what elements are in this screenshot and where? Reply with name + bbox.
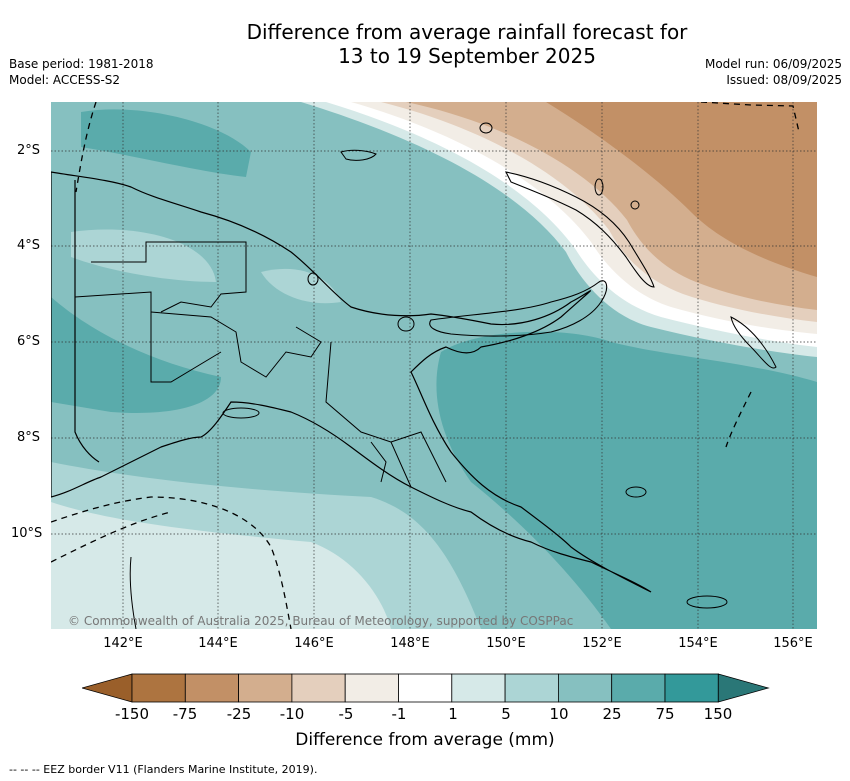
band-5-10-highlands (261, 268, 341, 304)
lon-label-144e: 144°E (198, 636, 238, 651)
colorbar-swatch (504, 673, 559, 703)
base-period: Base period: 1981-2018 (9, 57, 154, 71)
colorbar-swatch (451, 673, 506, 703)
colorbar-swatch (184, 673, 240, 703)
lon-label-146e: 146°E (294, 636, 334, 651)
colorbar-swatch (398, 673, 453, 703)
new-ireland-coastline (505, 171, 655, 288)
band-neg-25-75 (546, 102, 817, 277)
colorbar-swatch (238, 673, 293, 703)
lat-label-6s: 6°S (17, 334, 41, 349)
province-borders (74, 241, 447, 488)
lat-label-8s: 8°S (17, 430, 41, 445)
cape-york-coastline (129, 556, 137, 629)
colorbar-tick: -75 (172, 705, 198, 723)
eez-legend: -- -- -- EEZ border V11 (Flanders Marine… (9, 763, 318, 776)
lon-label-152e: 152°E (582, 636, 622, 651)
map-canvas (51, 102, 817, 629)
international-border (74, 180, 100, 463)
band-25-75-north (81, 109, 251, 177)
small-islands (222, 122, 728, 609)
colorbar-tick: -5 (338, 705, 354, 723)
rainfall-map (51, 102, 817, 629)
colorbar-tick: -25 (226, 705, 252, 723)
new-britain-coastline (429, 280, 608, 337)
manus-coastline (340, 149, 377, 161)
issued-date: Issued: 08/09/2025 (726, 73, 842, 87)
colorbar-swatch (664, 673, 719, 703)
colorbar-swatch (344, 673, 399, 703)
lat-label-10s: 10°S (11, 526, 43, 541)
colorbar-arrow-low (82, 673, 133, 703)
colorbar-tick: -10 (279, 705, 305, 723)
band-25-75-east (436, 331, 817, 629)
colorbar-arrow-high (717, 673, 770, 703)
colorbar-tick: 75 (655, 705, 675, 723)
colorbar-label: Difference from average (mm) (295, 730, 555, 750)
colorbar-tick: 150 (703, 705, 733, 723)
lon-label-150e: 150°E (486, 636, 526, 651)
graticule (51, 102, 817, 629)
lon-label-148e: 148°E (390, 636, 430, 651)
colorbar-swatch (291, 673, 346, 703)
colorbar-tick: 1 (448, 705, 458, 723)
new-guinea-coastline (51, 171, 652, 593)
lon-label-156e: 156°E (773, 636, 813, 651)
run-info: Model run: 06/09/2025 Issued: 08/09/2025 (705, 56, 842, 88)
band-25-75-west (51, 297, 221, 413)
model-info: Base period: 1981-2018 Model: ACCESS-S2 (9, 56, 154, 88)
bougainville-coastline (730, 316, 777, 369)
colorbar-swatch (611, 673, 666, 703)
eez-borders (51, 102, 800, 629)
map-title: Difference from average rainfall forecas… (0, 20, 850, 68)
map-title-line2: 13 to 19 September 2025 (338, 44, 596, 68)
model-run-date: Model run: 06/09/2025 (704, 57, 842, 71)
copyright-notice: © Commonwealth of Australia 2025, Bureau… (68, 614, 574, 628)
colorbar-tick: -1 (391, 705, 407, 723)
colorbar-swatch (131, 673, 186, 703)
lat-label-2s: 2°S (17, 143, 41, 158)
band-5-10-inland (71, 229, 216, 282)
colorbar-swatches (82, 673, 770, 703)
colorbar-tick: -150 (114, 705, 150, 723)
lon-label-154e: 154°E (678, 636, 718, 651)
colorbar-swatch (557, 673, 613, 703)
lat-label-4s: 4°S (17, 238, 41, 253)
map-title-line1: Difference from average rainfall forecas… (246, 20, 688, 44)
lon-label-142e: 142°E (103, 636, 143, 651)
model-name: Model: ACCESS-S2 (9, 73, 121, 87)
colorbar (82, 673, 770, 703)
colorbar-tick: 5 (501, 705, 511, 723)
colorbar-tick: 10 (549, 705, 569, 723)
colorbar-tick: 25 (602, 705, 622, 723)
